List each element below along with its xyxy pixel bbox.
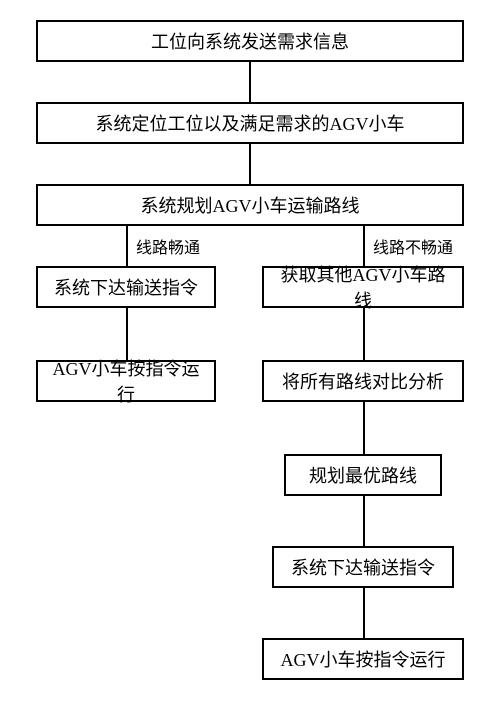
- node-label: 工位向系统发送需求信息: [151, 28, 349, 54]
- flow-node-7: 将所有路线对比分析: [262, 360, 464, 402]
- node-label: 系统下达输送指令: [54, 274, 198, 300]
- edge-9-10: [363, 588, 365, 638]
- flow-node-1: 工位向系统发送需求信息: [36, 20, 464, 62]
- node-label: 获取其他AGV小车路线: [274, 261, 452, 313]
- edge-1-2: [249, 62, 251, 102]
- edge-5-7: [363, 308, 365, 360]
- edge-3-4: [126, 226, 128, 266]
- flow-node-10: AGV小车按指令运行: [262, 638, 464, 680]
- node-label: 将所有路线对比分析: [282, 368, 444, 394]
- node-label: 系统定位工位以及满足需求的AGV小车: [96, 110, 405, 136]
- edge-label-blocked: 线路不畅通: [371, 234, 455, 258]
- edge-8-9: [363, 496, 365, 546]
- flow-node-4: 系统下达输送指令: [36, 266, 216, 308]
- flow-node-2: 系统定位工位以及满足需求的AGV小车: [36, 102, 464, 144]
- edge-2-3: [249, 144, 251, 184]
- flow-node-9: 系统下达输送指令: [272, 546, 454, 588]
- flow-node-8: 规划最优路线: [284, 454, 442, 496]
- flow-node-5: 获取其他AGV小车路线: [262, 266, 464, 308]
- node-label: 系统下达输送指令: [291, 554, 435, 580]
- edge-4-6: [126, 308, 128, 360]
- flow-node-3: 系统规划AGV小车运输路线: [36, 184, 464, 226]
- node-label: 系统规划AGV小车运输路线: [141, 192, 360, 218]
- edge-label-clear: 线路畅通: [134, 234, 202, 258]
- edge-3-5: [363, 226, 365, 266]
- node-label: AGV小车按指令运行: [281, 646, 446, 672]
- node-label: 规划最优路线: [309, 462, 417, 488]
- node-label: AGV小车按指令运行: [48, 355, 204, 407]
- flow-node-6: AGV小车按指令运行: [36, 360, 216, 402]
- edge-7-8: [363, 402, 365, 454]
